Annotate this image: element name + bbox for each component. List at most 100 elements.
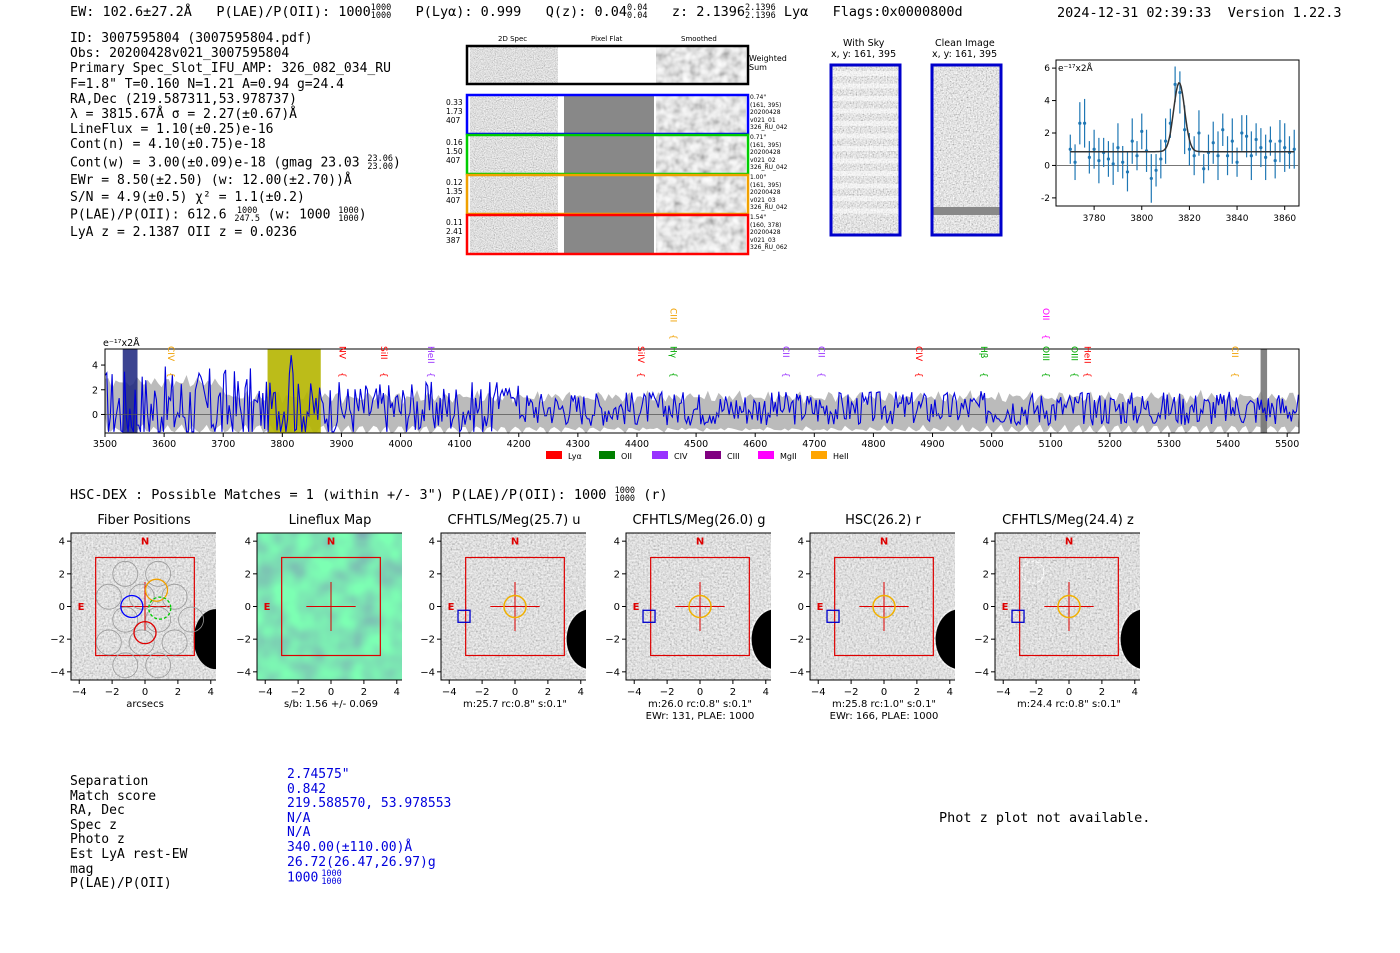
neighbor-aperture <box>1021 560 1045 584</box>
panel-x-tick-label: 2 <box>914 687 920 698</box>
cutout-smoothed <box>656 176 746 213</box>
spectral-line-marker: CII { <box>1229 346 1239 378</box>
panel-x-tick-label: −4 <box>258 687 273 698</box>
sky-stripe <box>832 108 899 114</box>
zoom-data-point <box>1292 147 1296 151</box>
spectral-line-brace: { <box>1040 334 1050 340</box>
spectral-line-label: OIII <box>1068 346 1078 361</box>
fiber-circle <box>178 606 204 633</box>
panel-y-tick-label: 0 <box>983 602 989 613</box>
zoom-data-point <box>1078 121 1082 125</box>
zoom-plot-frame <box>1055 59 1300 207</box>
panel-x-tick-label: 4 <box>394 687 400 698</box>
zoom-data-point <box>1092 147 1096 151</box>
spectral-line-brace: { <box>635 372 645 378</box>
sky-stripe <box>832 146 899 151</box>
match-label: Match score <box>70 788 157 804</box>
info-plae: P(LAE)/P(OII): 612.6 1000 247.5 (w: 1000 … <box>70 206 367 225</box>
sky-clean-images <box>829 63 1003 237</box>
spectral-line-brace: { <box>1068 372 1078 378</box>
sky-stripe <box>832 158 899 164</box>
full-spectrum-plot: 3500 3600 3700 3800 3900 4000 4100 4200 4300 4400… <box>92 308 1300 461</box>
panel-x-tick-label: 2 <box>730 687 736 698</box>
fiber-red <box>133 620 157 645</box>
east-label: E <box>78 602 85 613</box>
zoom-data-point <box>1087 155 1091 159</box>
fiber-circle <box>112 606 139 633</box>
spectral-line-label: OIII <box>1040 346 1050 361</box>
fiber-circle <box>145 652 172 679</box>
search-box <box>95 556 195 657</box>
legend-swatch <box>546 451 562 459</box>
panel-y-tick-label: 4 <box>798 537 804 548</box>
panel-x-tick-label: 0 <box>328 687 334 698</box>
panel-x-tick-label: 0 <box>881 687 887 698</box>
zoom-data-point <box>1187 147 1192 151</box>
full-y-tick-label: 0 <box>92 410 98 421</box>
sky-stripe <box>832 83 899 89</box>
info-contw: Cont(w) = 3.00(±0.09)e-18 (gmag 23.03 23… <box>70 153 401 172</box>
header-plae: P(LAE)/P(OII): 1000 <box>216 4 371 20</box>
imaging-panel: N E −4 −4 −2 −2 0 0 2 2 4 4 m:25.8 rc:1.0" s:0.1"EWr… <box>789 532 955 722</box>
match-label: Separation <box>70 774 149 789</box>
zoom-x-tick-label: 3800 <box>1130 214 1153 224</box>
imaging-panel: N E −4 −4 −2 −2 0 0 2 2 4 4 m:25.7 rc:0.8" s:0.1" <box>420 532 586 710</box>
zoom-data-point <box>1173 82 1177 86</box>
spectral-line-label: OII <box>1040 308 1050 320</box>
target-aperture <box>503 594 527 619</box>
cutout-row-left-label: 0.16 1.50 407 <box>446 138 463 165</box>
cutout-smoothed <box>656 96 746 133</box>
zoom-data-point <box>1264 155 1268 159</box>
zoom-data-point <box>1235 160 1239 164</box>
zoom-data-point <box>1197 131 1201 135</box>
panel-y-tick-label: 0 <box>59 602 65 613</box>
header-plae-frac: 1000 1000 <box>370 3 392 21</box>
spectral-line-marker: OII { <box>1040 308 1050 340</box>
panel-y-tick-label: 4 <box>59 537 65 548</box>
legend-label: CIII <box>727 452 740 461</box>
match-label: Spec z <box>70 817 117 833</box>
zoom-data-point <box>1106 157 1111 161</box>
panel-x-tick-label: −2 <box>844 687 859 698</box>
full-legend: Lyα OII CIV CIII MgII HeII <box>546 451 849 461</box>
full-x-tick-label: 4000 <box>388 439 412 450</box>
full-x-tick-label: 3700 <box>211 439 235 450</box>
spectral-line-marker: CIII { <box>668 308 678 340</box>
match-value: 0.842 <box>287 781 327 797</box>
match-value: 219.588570, 53.978553 <box>287 796 452 812</box>
zoom-data-point <box>1278 139 1282 143</box>
full-x-tick-label: 4100 <box>448 439 472 450</box>
panel-y-tick-label: 4 <box>245 537 251 548</box>
full-y-tick-label: 2 <box>92 385 98 396</box>
fiber-circle <box>145 560 172 587</box>
panel-y-tick-label: −4 <box>50 667 65 678</box>
header-flags: Flags:0x0000800d <box>832 4 963 20</box>
cutout-2d-spec <box>470 216 558 253</box>
info-lineflux: LineFlux = 1.10(±0.25)e-16 <box>70 122 274 138</box>
zoom-data-point <box>1244 134 1249 138</box>
panel-x-tick-label: −2 <box>291 687 306 698</box>
zoom-data-point <box>1192 154 1196 158</box>
panel-x-tick-label: 2 <box>361 687 367 698</box>
panel-y-tick-label: −2 <box>974 635 989 646</box>
spectral-line-label: HeII <box>425 346 435 364</box>
info-lya-z: LyA z = 2.1387 OII z = 0.0236 <box>70 225 297 241</box>
zoom-data-point <box>1149 176 1153 181</box>
zoom-data-point <box>1178 90 1182 95</box>
sky-stripe <box>832 183 899 189</box>
search-box <box>281 556 381 657</box>
panel-y-tick-label: −2 <box>50 635 65 646</box>
cutout-row <box>465 133 750 176</box>
spectral-line-brace: { <box>913 372 923 378</box>
panel-y-tick-label: −4 <box>420 667 435 678</box>
legend-label: MgII <box>780 452 797 461</box>
sky-stripe <box>832 171 899 176</box>
panel-y-tick-label: 2 <box>614 569 620 580</box>
legend-label: HeII <box>833 452 849 461</box>
panel-y-tick-label: 4 <box>983 537 989 548</box>
zoom-data-point <box>1073 160 1077 164</box>
spectral-line-brace: { <box>165 372 175 378</box>
panel-y-tick-label: 2 <box>245 569 251 580</box>
clean-xy: x, y: 161, 395 <box>932 49 998 60</box>
info-sn: S/N = 4.9(±0.5) χ² = 1.1(±0.2) <box>70 189 305 205</box>
